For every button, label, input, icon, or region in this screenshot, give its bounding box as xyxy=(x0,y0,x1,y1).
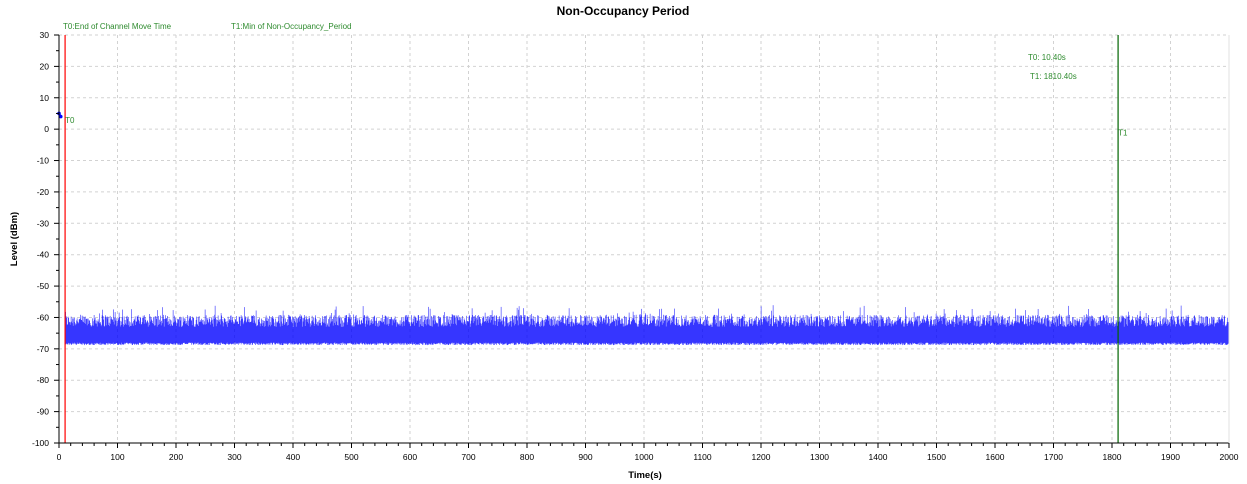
y-tick-label: -70 xyxy=(37,344,50,354)
y-tick-label: 0 xyxy=(44,124,49,134)
marker-legend-t0: T0:End of Channel Move Time xyxy=(63,22,172,31)
marker-label-t0: T0 xyxy=(65,116,75,125)
x-tick-label: 1300 xyxy=(810,452,829,462)
y-tick-label: 30 xyxy=(40,30,50,40)
y-axis-label: Level (dBm) xyxy=(9,212,20,266)
marker-label-t1: T1 xyxy=(1118,128,1128,137)
x-tick-label: 1400 xyxy=(869,452,888,462)
x-tick-label: 800 xyxy=(520,452,534,462)
marker-lines: T0 T1 xyxy=(64,35,1128,443)
marker-value-t1: T1: 1810.40s xyxy=(1030,72,1077,81)
y-tick-label: -20 xyxy=(37,187,50,197)
initial-point xyxy=(58,114,63,119)
marker-legend-t1: T1:Min of Non-Occupancy_Period xyxy=(231,22,352,31)
x-tick-label: 1500 xyxy=(927,452,946,462)
x-tick-label: 900 xyxy=(578,452,592,462)
x-tick-label: 1900 xyxy=(1161,452,1180,462)
x-tick-label: 600 xyxy=(403,452,417,462)
x-tick-label: 1100 xyxy=(693,452,712,462)
y-tick-label: -90 xyxy=(37,407,50,417)
x-tick-label: 1800 xyxy=(1103,452,1122,462)
y-tick-label: -10 xyxy=(37,156,50,166)
y-tick-label: 10 xyxy=(40,93,50,103)
x-tick-label: 2000 xyxy=(1220,452,1239,462)
chart-title: Non-Occupancy Period xyxy=(557,4,690,18)
y-tick-label: -30 xyxy=(37,218,50,228)
x-tick-label: 200 xyxy=(169,452,183,462)
y-tick-label: -40 xyxy=(37,250,50,260)
marker-value-t0: T0: 10.40s xyxy=(1028,53,1066,62)
x-tick-label: 1000 xyxy=(635,452,654,462)
y-tick-label: 20 xyxy=(40,61,50,71)
x-axis-label: Time(s) xyxy=(628,470,662,481)
x-tick-label: 100 xyxy=(110,452,124,462)
x-tick-label: 1200 xyxy=(752,452,771,462)
x-tick-label: 700 xyxy=(461,452,475,462)
y-tick-label: -60 xyxy=(37,312,50,322)
axes: 0 100 200 300 400 500 600 700 800 900 1000 1100 1200… xyxy=(32,30,1239,462)
grid-lines xyxy=(58,34,1230,444)
x-tick-label: 1600 xyxy=(986,452,1005,462)
y-tick-label: -50 xyxy=(37,281,50,291)
y-tick-label: -100 xyxy=(32,438,49,448)
y-tick-label: -80 xyxy=(37,375,50,385)
x-tick-label: 1700 xyxy=(1044,452,1063,462)
x-tick-label: 500 xyxy=(344,452,358,462)
x-tick-label: 0 xyxy=(57,452,62,462)
noise-series xyxy=(64,305,1229,346)
x-tick-label: 400 xyxy=(286,452,300,462)
signal-trace xyxy=(57,111,1229,346)
x-tick-label: 300 xyxy=(227,452,241,462)
